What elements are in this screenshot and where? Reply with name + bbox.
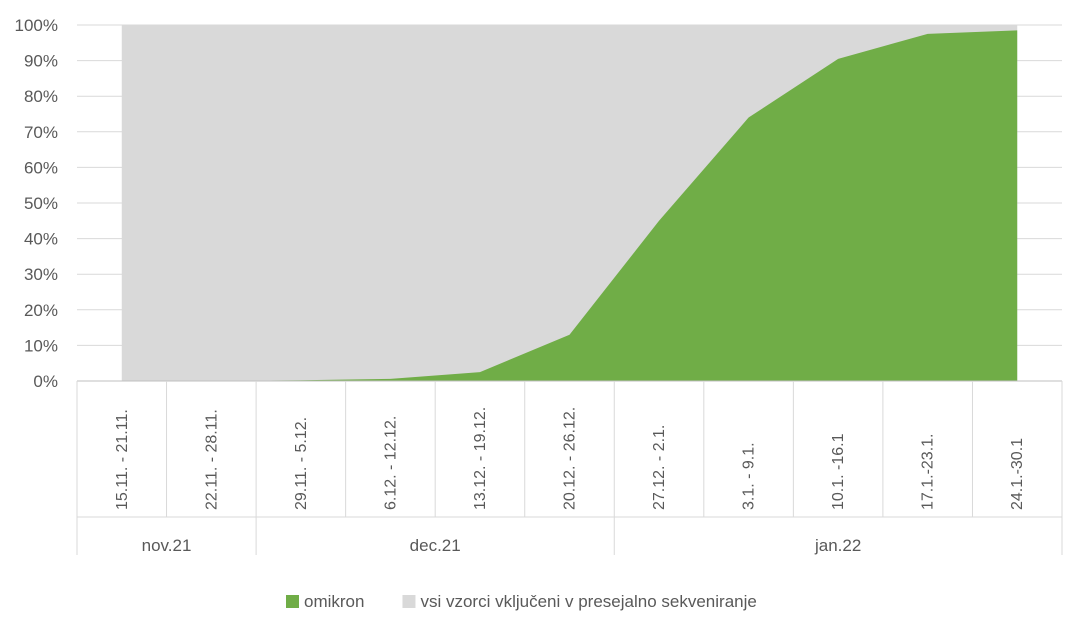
x-tick-label: 17.1.-23.1. <box>920 434 937 511</box>
y-tick-label: 40% <box>24 230 58 249</box>
legend-swatch-omikron <box>286 595 299 608</box>
y-tick-label: 20% <box>24 301 58 320</box>
legend-label-omikron: omikron <box>304 592 364 611</box>
x-tick-label: 15.11. - 21.11. <box>114 409 131 510</box>
x-axis-groups: nov.21 dec.21 jan.22 <box>142 536 862 555</box>
y-tick-label: 50% <box>24 194 58 213</box>
x-tick-label: 6.12. - 12.12. <box>382 416 399 510</box>
y-tick-label: 100% <box>15 16 58 35</box>
x-tick-label: 13.12. - 19.12. <box>472 407 489 510</box>
x-tick-label: 29.11. - 5.12. <box>293 417 310 510</box>
x-group-label: nov.21 <box>142 536 192 555</box>
series-area-omikron <box>121 30 1018 382</box>
x-axis-ticks: 15.11. - 21.11. 22.11. - 28.11. 29.11. - 5… <box>114 407 1026 510</box>
y-axis-ticks: 0% 10% 20% 30% 40% 50% 60% 70% 80% 90% 100% <box>15 16 58 391</box>
y-tick-label: 0% <box>33 372 58 391</box>
x-tick-label: 27.12. - 2.1. <box>651 425 668 510</box>
x-group-label: jan.22 <box>814 536 861 555</box>
axes <box>76 380 1063 555</box>
legend-swatch-vsi <box>402 595 416 608</box>
legend: omikron vsi vzorci vključeni v presejalno… <box>286 592 757 611</box>
y-tick-label: 30% <box>24 265 58 284</box>
plot-areas <box>121 25 1018 382</box>
x-tick-label: 22.11. - 28.11. <box>203 409 220 510</box>
y-tick-label: 10% <box>24 336 58 355</box>
y-tick-label: 70% <box>24 123 58 142</box>
y-tick-label: 60% <box>24 158 58 177</box>
y-tick-label: 90% <box>24 52 58 71</box>
x-tick-label: 3.1. - 9.1. <box>741 442 758 510</box>
x-tick-label: 10.1. -16.1 <box>830 433 847 510</box>
legend-label-vsi: vsi vzorci vključeni v presejalno sekven… <box>420 592 756 611</box>
x-group-label: dec.21 <box>410 536 461 555</box>
x-tick-label: 24.1.-30.1 <box>1009 438 1026 510</box>
x-tick-label: 20.12. - 26.12. <box>562 407 579 510</box>
y-tick-label: 80% <box>24 87 58 106</box>
